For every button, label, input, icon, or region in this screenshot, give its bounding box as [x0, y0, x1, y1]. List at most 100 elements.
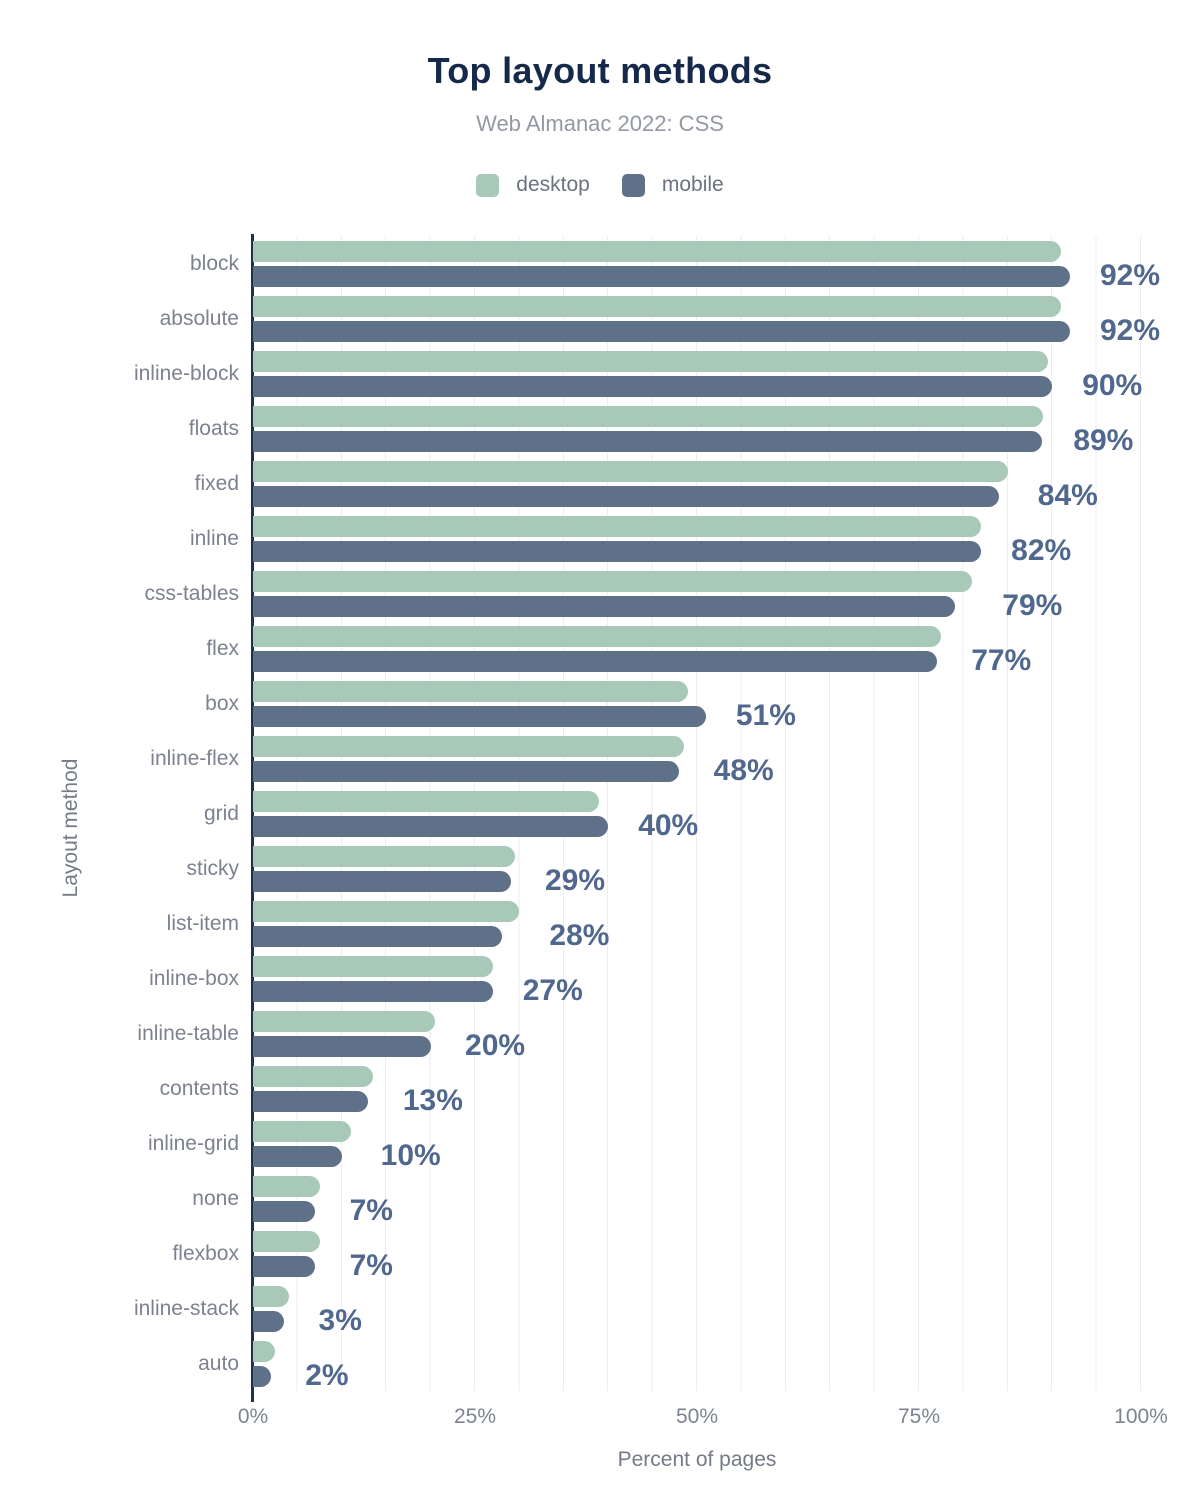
value-label: 90% [1082, 369, 1143, 402]
mobile-bar [253, 485, 999, 507]
category-label: block [189, 251, 239, 275]
bar-row-inline-stack: inline-stack 3% [134, 1281, 1141, 1337]
mobile-bar [253, 265, 1070, 287]
desktop-bar [253, 625, 942, 647]
x-tick-label: 100% [1114, 1405, 1168, 1428]
desktop-bar [253, 955, 493, 977]
value-label: 28% [549, 919, 610, 952]
desktop-bar [253, 295, 1062, 317]
plot-gridlines [253, 236, 1141, 1391]
bar-row-inline-grid: inline-grid 10% [148, 1116, 1141, 1172]
bar-row-auto: auto 2% [198, 1336, 1141, 1392]
mobile-bar [253, 1090, 369, 1112]
mobile-swatch-icon [621, 173, 645, 197]
x-axis-title: Percent of pages [617, 1448, 777, 1471]
category-label: contents [159, 1076, 239, 1100]
desktop-bar [253, 1065, 373, 1087]
mobile-bar [253, 1035, 431, 1057]
mobile-bar [253, 375, 1053, 397]
bar-row-inline-flex: inline-flex 48% [150, 731, 1141, 787]
mobile-bar [253, 650, 937, 672]
value-label: 20% [465, 1029, 526, 1062]
category-label: inline-flex [150, 746, 239, 770]
x-tick-label: 0% [237, 1405, 269, 1428]
desktop-bar [253, 405, 1044, 427]
mobile-bar [253, 1310, 285, 1332]
legend: desktop mobile [0, 173, 1200, 197]
mobile-bar [253, 430, 1042, 452]
category-label: grid [203, 801, 239, 825]
mobile-bar [253, 1145, 342, 1167]
value-label: 82% [1011, 534, 1072, 567]
category-label: auto [198, 1351, 239, 1375]
category-label: inline-grid [147, 1131, 239, 1155]
desktop-bar [253, 845, 515, 867]
category-label: flex [206, 636, 239, 660]
category-label: inline-block [133, 361, 239, 385]
legend-label-mobile: mobile [661, 173, 724, 196]
bar-row-fixed: fixed 84% [195, 456, 1141, 512]
mobile-bar [253, 1365, 271, 1387]
chart-title: Top layout methods [427, 50, 773, 91]
desktop-swatch-icon [476, 173, 500, 197]
value-label: 7% [349, 1194, 393, 1227]
desktop-bar [253, 350, 1048, 372]
value-label: 3% [318, 1304, 362, 1337]
desktop-bar [253, 460, 1008, 482]
x-tick-label: 75% [897, 1405, 941, 1428]
mobile-bar [253, 760, 680, 782]
mobile-bar [253, 1255, 316, 1277]
value-label: 7% [349, 1249, 393, 1282]
mobile-bar [253, 1200, 316, 1222]
bar-row-floats: floats 89% [189, 401, 1141, 457]
mobile-bar [253, 980, 493, 1002]
mobile-bar [253, 870, 511, 892]
desktop-bar [253, 900, 520, 922]
desktop-bar [253, 1230, 320, 1252]
y-axis-line [251, 234, 254, 1402]
bar-row-absolute: absolute 92% [160, 291, 1160, 347]
category-label: flexbox [172, 1241, 239, 1265]
category-label: inline-table [137, 1021, 239, 1045]
category-label: inline-stack [133, 1296, 239, 1320]
value-label: 10% [380, 1139, 441, 1172]
bar-row-sticky: sticky 29% [187, 841, 1141, 897]
value-label: 51% [735, 699, 796, 732]
mobile-bar [253, 320, 1070, 342]
category-label: list-item [166, 911, 239, 935]
bar-row-flex: flex 77% [206, 621, 1141, 677]
category-label: none [192, 1186, 239, 1210]
y-axis-title: Layout method [59, 758, 82, 898]
chart-rows: block 92% absolute 92% inline-block 90% floats… [134, 236, 1160, 1392]
desktop-bar [253, 1285, 289, 1307]
value-label: 92% [1099, 314, 1160, 347]
desktop-bar [253, 1340, 276, 1362]
desktop-bar [253, 240, 1062, 262]
mobile-bar [253, 595, 955, 617]
value-label: 48% [713, 754, 774, 787]
category-label: fixed [194, 471, 239, 495]
category-label: absolute [159, 306, 239, 330]
value-label: 2% [305, 1359, 349, 1392]
category-label: inline [189, 526, 239, 550]
x-tick-label: 50% [675, 1405, 719, 1428]
value-label: 13% [402, 1084, 463, 1117]
desktop-bar [253, 1175, 320, 1197]
value-label: 92% [1099, 259, 1160, 292]
value-label: 77% [971, 644, 1032, 677]
mobile-bar [253, 925, 502, 947]
value-label: 29% [544, 864, 605, 897]
mobile-bar [253, 705, 706, 727]
bar-row-grid: grid 40% [204, 786, 1141, 842]
category-label: box [205, 691, 239, 715]
bar-row-none: none 7% [192, 1171, 1141, 1227]
bar-row-inline-box: inline-box 27% [149, 951, 1141, 1007]
bar-row-inline: inline 82% [190, 511, 1141, 567]
bar-row-box: box 51% [205, 676, 1141, 732]
chart-subtitle: Web Almanac 2022: CSS [476, 111, 724, 136]
legend-item-mobile: mobile [621, 173, 724, 197]
desktop-bar [253, 680, 689, 702]
bar-row-css-tables: css-tables 79% [144, 566, 1141, 622]
category-label: css-tables [144, 581, 239, 605]
